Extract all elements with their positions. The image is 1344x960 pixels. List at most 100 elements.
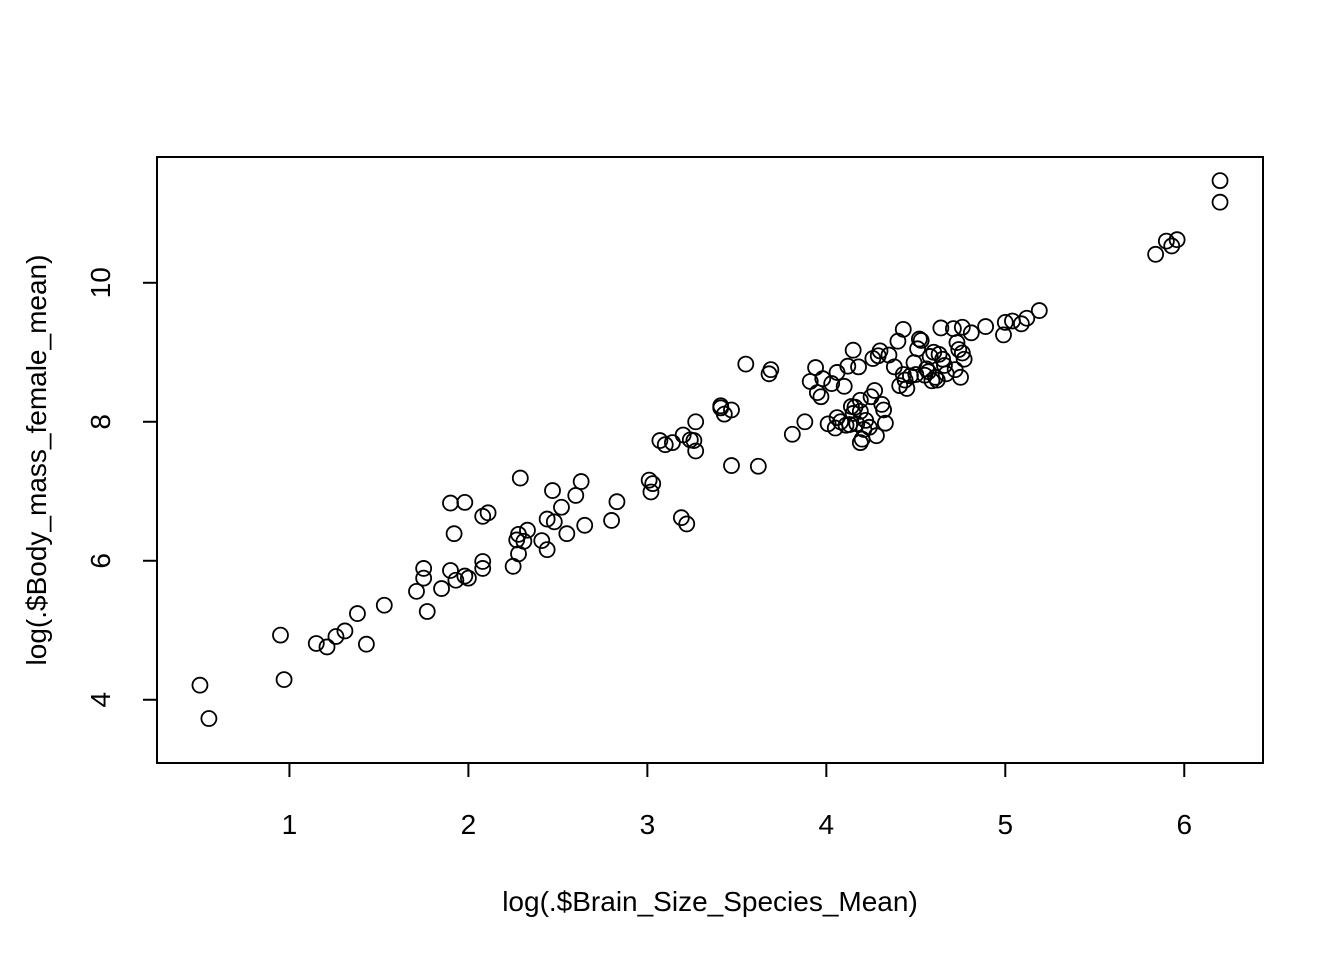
- data-point: [538, 510, 556, 528]
- data-point: [357, 635, 375, 653]
- data-point: [1168, 231, 1186, 249]
- data-point: [275, 671, 293, 689]
- data-point: [851, 391, 869, 409]
- x-tick-label: 5: [998, 809, 1014, 840]
- x-tick-label: 6: [1176, 809, 1192, 840]
- data-point: [442, 562, 459, 579]
- data-point: [687, 442, 705, 460]
- data-point: [996, 313, 1014, 331]
- data-point: [921, 348, 939, 365]
- data-point: [875, 401, 892, 419]
- data-point: [642, 483, 660, 501]
- data-point: [871, 342, 889, 360]
- data-point: [479, 504, 497, 522]
- data-points: [191, 172, 1229, 727]
- data-point: [737, 355, 755, 373]
- data-point: [977, 318, 995, 335]
- data-point: [783, 425, 801, 443]
- data-point: [651, 432, 669, 449]
- data-point: [889, 332, 907, 350]
- data-point: [876, 414, 894, 432]
- data-point: [603, 512, 620, 529]
- data-point: [1211, 172, 1229, 190]
- data-point: [807, 359, 824, 376]
- data-point: [885, 358, 903, 376]
- data-point: [1211, 193, 1229, 211]
- data-point: [644, 475, 662, 493]
- data-point: [812, 388, 830, 406]
- data-point: [823, 375, 841, 392]
- data-point: [672, 509, 690, 527]
- data-point: [896, 371, 914, 389]
- data-point: [723, 401, 740, 419]
- x-axis: 1 2 3 4 5 6: [282, 762, 1192, 840]
- data-point: [1147, 245, 1165, 263]
- data-point: [307, 635, 325, 652]
- data-point: [608, 493, 626, 511]
- data-point: [544, 482, 561, 499]
- data-point: [375, 596, 393, 614]
- data-point: [685, 432, 703, 449]
- data-point: [948, 334, 966, 351]
- data-point: [928, 371, 946, 389]
- data-point: [955, 350, 973, 368]
- data-point: [349, 605, 366, 622]
- data-point: [415, 569, 433, 587]
- x-axis-title: log(.$Brain_Size_Species_Mean): [502, 886, 918, 917]
- y-tick-label: 4: [85, 692, 116, 708]
- data-point: [558, 525, 576, 543]
- y-axis-title: log(.$Body_mass_female_mean): [21, 255, 52, 666]
- data-point: [687, 413, 705, 431]
- data-point: [519, 521, 536, 539]
- data-point: [762, 361, 780, 379]
- data-point: [567, 487, 585, 504]
- data-point: [749, 457, 767, 475]
- data-point: [995, 326, 1012, 344]
- data-point: [932, 319, 950, 337]
- data-point: [515, 532, 533, 550]
- data-point: [1012, 315, 1030, 333]
- data-point: [912, 332, 930, 349]
- y-tick-label: 6: [85, 553, 116, 569]
- data-point: [418, 603, 436, 620]
- data-point: [850, 358, 867, 376]
- data-point: [909, 340, 926, 358]
- data-point: [200, 710, 218, 727]
- data-point: [891, 377, 909, 395]
- data-point: [656, 436, 674, 454]
- data-point: [474, 507, 492, 525]
- data-point: [576, 516, 594, 534]
- y-axis: 4 6 8 10: [85, 267, 158, 708]
- data-point: [336, 622, 354, 640]
- data-point: [511, 469, 529, 487]
- x-tick-label: 4: [819, 809, 835, 840]
- data-point: [553, 498, 570, 516]
- data-point: [433, 580, 450, 597]
- data-point: [474, 553, 492, 570]
- data-point: [191, 676, 209, 694]
- x-tick-label: 3: [640, 809, 656, 840]
- data-point: [936, 357, 953, 374]
- data-point: [796, 413, 814, 431]
- data-point: [640, 471, 658, 489]
- data-point: [894, 320, 912, 338]
- data-point: [415, 560, 433, 577]
- data-point: [1157, 232, 1175, 250]
- data-point: [950, 341, 968, 358]
- data-point: [808, 384, 826, 401]
- data-point: [907, 366, 925, 383]
- data-point: [927, 368, 944, 386]
- x-tick-label: 1: [282, 809, 298, 840]
- data-point: [851, 402, 869, 420]
- data-point: [844, 405, 862, 422]
- data-point: [953, 344, 971, 362]
- data-point: [930, 345, 948, 363]
- data-point: [545, 513, 563, 531]
- data-point: [923, 372, 941, 390]
- plot-frame: [156, 156, 1264, 764]
- data-point: [839, 357, 857, 375]
- data-point: [459, 569, 477, 587]
- data-point: [1163, 237, 1181, 255]
- data-point: [868, 427, 885, 445]
